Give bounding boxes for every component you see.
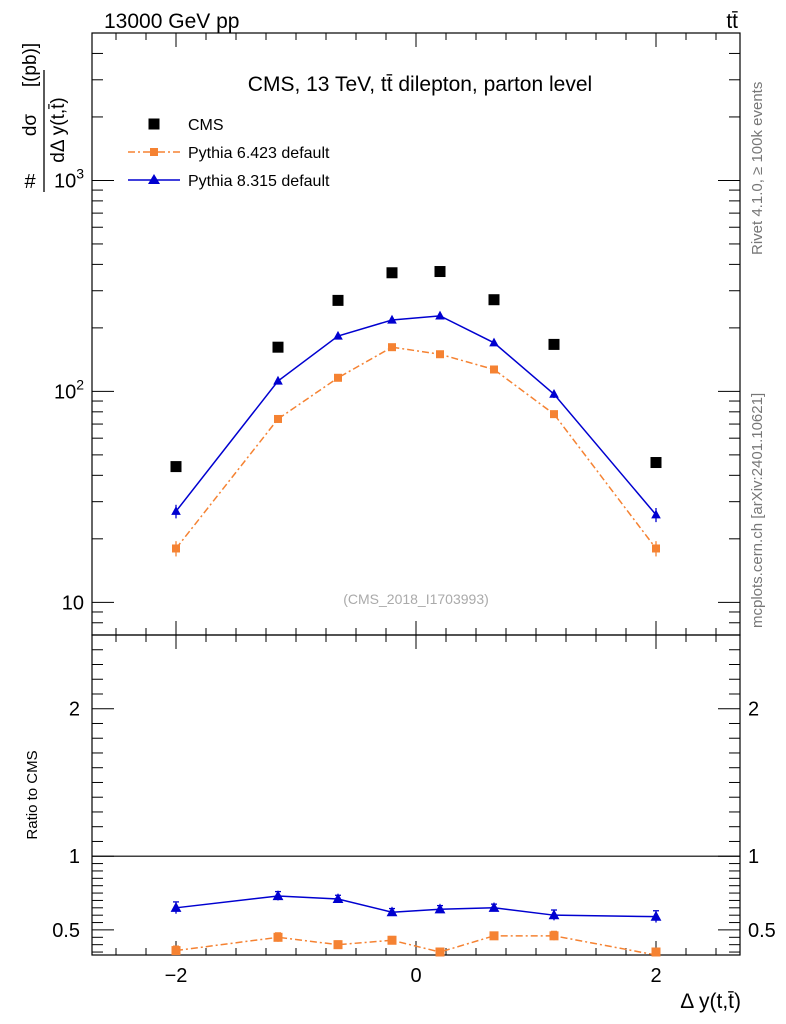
axis-tick-labels: −2 0 2 10 102 103 0.5 0.5 1 1 2 2 bbox=[52, 165, 776, 987]
data-point bbox=[652, 544, 660, 553]
header-left: 13000 GeV pp bbox=[104, 10, 239, 33]
data-point bbox=[650, 457, 662, 469]
x-tick-label: −2 bbox=[165, 965, 188, 987]
ratio-point bbox=[171, 946, 181, 956]
series-marks bbox=[170, 266, 662, 957]
data-point bbox=[550, 410, 558, 419]
series-line-main bbox=[175, 346, 657, 549]
data-point bbox=[388, 343, 396, 352]
rivet-label: Rivet 4.1.0, ≥ 100k events bbox=[749, 82, 766, 255]
ratio-point bbox=[272, 890, 284, 901]
data-point bbox=[333, 330, 343, 340]
ratio-point bbox=[488, 901, 500, 912]
chart-title: CMS, 13 TeV, tt̄ dilepton, parton level bbox=[248, 73, 592, 96]
data-point bbox=[386, 267, 398, 279]
data-point bbox=[172, 544, 180, 553]
data-point bbox=[489, 337, 499, 347]
data-point bbox=[387, 314, 397, 324]
y-axis-label-main: # dσ dΔ y(t,t̄) [(pb)] bbox=[20, 43, 69, 193]
x-axis-label: Δ y(t,t̄) bbox=[680, 990, 741, 1013]
y-axis-label-ratio: Ratio to CMS bbox=[24, 750, 41, 839]
ratio-tick-label-right: 0.5 bbox=[748, 920, 776, 942]
legend-marker bbox=[150, 148, 158, 156]
legend-label: Pythia 6.423 default bbox=[188, 145, 330, 162]
watermark: (CMS_2018_I1703993) bbox=[343, 591, 489, 607]
mcplots-label: mcplots.cern.ch [arXiv:2401.10621] bbox=[749, 393, 766, 628]
data-point bbox=[171, 506, 181, 515]
ratio-tick-label: 1 bbox=[69, 846, 80, 868]
ratio-point bbox=[651, 947, 661, 957]
x-tick-label: 2 bbox=[650, 965, 661, 987]
data-point bbox=[334, 373, 342, 382]
data-point bbox=[272, 341, 284, 353]
series-line-ratio bbox=[175, 935, 657, 955]
ratio-point bbox=[332, 893, 344, 904]
legend-marker bbox=[148, 118, 160, 130]
ratio-point bbox=[548, 909, 560, 920]
data-point bbox=[490, 365, 498, 374]
ratio-tick-label: 0.5 bbox=[52, 920, 80, 942]
svg-text:dσ: dσ bbox=[20, 114, 41, 137]
svg-text:dΔ y(t,t̄): dΔ y(t,t̄) bbox=[48, 97, 69, 162]
data-point bbox=[434, 266, 446, 278]
ratio-tick-label: 2 bbox=[69, 699, 80, 721]
svg-text:[(pb)]: [(pb)] bbox=[20, 43, 41, 87]
series-line-main bbox=[175, 315, 657, 516]
ratio-point bbox=[333, 940, 343, 950]
data-point bbox=[170, 461, 182, 473]
data-point bbox=[488, 294, 500, 306]
legend: CMS Pythia 6.423 default Pythia 8.315 defa… bbox=[128, 117, 330, 190]
ratio-point bbox=[549, 931, 559, 941]
ratio-tick-label-right: 1 bbox=[748, 846, 759, 868]
data-point bbox=[651, 509, 661, 519]
legend-marker bbox=[148, 174, 160, 184]
ratio-point bbox=[434, 903, 446, 914]
data-point bbox=[549, 388, 559, 398]
ratio-point bbox=[435, 947, 445, 957]
data-point bbox=[548, 338, 560, 350]
y-tick-label: 103 bbox=[54, 165, 84, 192]
data-point bbox=[273, 375, 283, 385]
y-tick-label: 102 bbox=[54, 376, 84, 403]
legend-label: Pythia 8.315 default bbox=[188, 173, 330, 190]
ratio-point bbox=[170, 901, 182, 912]
y-tick-label: 10 bbox=[62, 592, 84, 614]
data-point bbox=[332, 294, 344, 306]
ratio-point bbox=[273, 932, 283, 942]
ratio-point bbox=[489, 931, 499, 941]
ratio-point bbox=[386, 906, 398, 917]
ratio-tick-label-right: 2 bbox=[748, 699, 759, 721]
x-tick-label: 0 bbox=[410, 965, 421, 987]
legend-label: CMS bbox=[188, 117, 224, 134]
svg-text:#: # bbox=[24, 171, 36, 193]
series-curves bbox=[175, 315, 657, 955]
data-point bbox=[435, 310, 445, 320]
series-line-ratio bbox=[175, 895, 657, 918]
header-right: tt̄ bbox=[726, 10, 738, 33]
data-point bbox=[436, 350, 444, 359]
data-point bbox=[274, 414, 282, 423]
axis-ticks bbox=[92, 32, 740, 955]
ratio-point bbox=[387, 935, 397, 945]
ratio-point bbox=[650, 910, 662, 921]
